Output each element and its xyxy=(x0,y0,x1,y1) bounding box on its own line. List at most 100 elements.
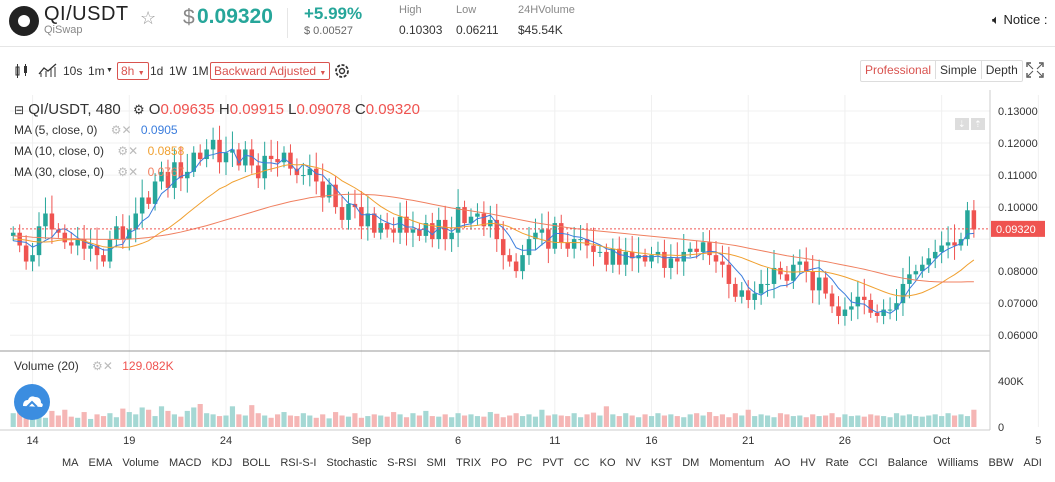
indicator-s-rsi[interactable]: S-RSI xyxy=(387,457,417,469)
volume-bar xyxy=(507,415,513,427)
favorite-star-icon[interactable]: ☆ xyxy=(140,8,157,28)
scroll-arrows[interactable]: ⇣ ⇡ xyxy=(955,118,985,130)
indicator-ema[interactable]: EMA xyxy=(88,457,113,469)
indicator-ao[interactable]: AO xyxy=(774,457,791,469)
interval-10s[interactable]: 10s xyxy=(63,64,83,78)
scroll-up-icon[interactable]: ⇡ xyxy=(971,118,985,130)
indicator-kst[interactable]: KST xyxy=(650,457,673,469)
volume-bar xyxy=(436,416,442,427)
interval-dropdown-icon[interactable]: ▼ xyxy=(106,67,113,74)
indicator-williams[interactable]: Williams xyxy=(937,457,979,469)
volume-bar xyxy=(184,410,190,427)
indicators-icon[interactable] xyxy=(38,62,58,78)
legend-settings-icon[interactable]: ⚙ xyxy=(132,102,145,117)
indicator-kdj[interactable]: KDJ xyxy=(211,457,233,469)
indicator-stochastic[interactable]: Stochastic xyxy=(326,457,378,469)
volume-bar xyxy=(861,416,867,427)
candle-body xyxy=(127,229,132,240)
indicator-momentum[interactable]: Momentum xyxy=(709,457,765,469)
volume-bar xyxy=(133,414,139,427)
candle-body xyxy=(694,248,699,252)
ma10-legend[interactable]: MA (10, close, 0) ⚙✕ 0.0858 xyxy=(14,144,184,158)
notice-button[interactable]: 🔈︎ Notice : xyxy=(992,12,1048,28)
interval-1M[interactable]: 1M xyxy=(192,64,209,78)
volume-settings-icon[interactable]: ⚙ xyxy=(92,359,103,373)
indicator-boll[interactable]: BOLL xyxy=(242,457,271,469)
volume-bar xyxy=(519,416,526,427)
indicator-ma[interactable]: MA xyxy=(62,457,79,469)
indicator-cci[interactable]: CCI xyxy=(858,457,878,469)
volume-bar xyxy=(784,414,790,427)
indicator-trix[interactable]: TRIX xyxy=(456,457,482,469)
volume-bar xyxy=(62,409,68,427)
time-axis-label: 24 xyxy=(220,435,232,447)
volume-bar xyxy=(481,416,487,427)
indicator-nv[interactable]: NV xyxy=(625,457,641,469)
candle-body xyxy=(816,277,822,291)
candle-body xyxy=(829,293,835,307)
candle-body xyxy=(462,207,467,224)
interval-1m[interactable]: 1m xyxy=(88,64,105,78)
candle-body xyxy=(752,293,757,300)
indicator-ko[interactable]: KO xyxy=(599,457,616,469)
ma5-settings-icon[interactable]: ⚙ xyxy=(110,123,122,137)
candle-body xyxy=(791,264,796,281)
candlestick-chart[interactable]: 0.09320 0.13000 0.12000 0.11000 0.10000 0.080… xyxy=(0,90,1055,458)
chart-container[interactable]: 0.09320 0.13000 0.12000 0.11000 0.10000 0.080… xyxy=(0,90,1055,458)
scroll-down-icon[interactable]: ⇣ xyxy=(955,118,969,130)
ma30-label: MA (30, close, 0) xyxy=(14,165,105,179)
indicator-volume[interactable]: Volume xyxy=(122,457,160,469)
ma30-settings-icon[interactable]: ⚙ xyxy=(117,165,129,179)
ma30-legend[interactable]: MA (30, close, 0) ⚙✕ 0.0767 xyxy=(14,165,184,179)
volume-bar xyxy=(964,416,971,427)
interval-8h-selected[interactable]: 8h ▼ xyxy=(117,62,149,80)
chevron-down-icon: ▼ xyxy=(137,70,145,77)
ma5-label: MA (5, close, 0) xyxy=(14,123,98,137)
candle-body xyxy=(36,226,42,256)
indicator-smi[interactable]: SMI xyxy=(426,457,447,469)
candle-body xyxy=(120,226,126,240)
indicator-bbw[interactable]: BBW xyxy=(988,457,1014,469)
chevron-down-icon: ▼ xyxy=(319,70,327,77)
ma5-close-icon[interactable]: ✕ xyxy=(121,123,132,137)
volume-bar xyxy=(810,414,816,427)
indicator-hv[interactable]: HV xyxy=(800,457,816,469)
interval-1w[interactable]: 1W xyxy=(169,64,187,78)
indicator-rsi-s-i[interactable]: RSI-S-I xyxy=(280,457,317,469)
indicator-cc[interactable]: CC xyxy=(573,457,590,469)
indicator-dm[interactable]: DM xyxy=(682,457,700,469)
ma10-close-icon[interactable]: ✕ xyxy=(128,144,139,158)
indicator-rate[interactable]: Rate xyxy=(825,457,849,469)
cloud-logo-icon[interactable] xyxy=(14,384,50,420)
volume-bar xyxy=(558,415,564,427)
interval-1d[interactable]: 1d xyxy=(150,64,164,78)
indicator-balance[interactable]: Balance xyxy=(887,457,928,469)
indicator-macd[interactable]: MACD xyxy=(169,457,202,469)
ma5-legend[interactable]: MA (5, close, 0) ⚙✕ 0.0905 xyxy=(14,123,178,137)
volume-bar xyxy=(919,416,925,427)
view-simple[interactable]: Simple xyxy=(936,61,982,79)
indicator-pc[interactable]: PC xyxy=(517,457,533,469)
view-depth[interactable]: Depth xyxy=(985,63,1018,77)
volume-legend[interactable]: Volume (20) ⚙✕ 129.082K xyxy=(14,359,174,373)
collapse-icon[interactable]: ⊟ xyxy=(14,103,25,117)
volume-bar xyxy=(75,417,81,427)
indicator-po[interactable]: PO xyxy=(491,457,508,469)
time-axis-label: Sep xyxy=(352,435,372,447)
candle-body xyxy=(784,274,790,281)
view-professional[interactable]: Professional xyxy=(861,61,937,79)
indicator-pvt[interactable]: PVT xyxy=(542,457,564,469)
adjust-dropdown[interactable]: Backward Adjusted ▼ xyxy=(210,62,331,80)
candle-body xyxy=(675,258,680,262)
candle-body xyxy=(449,232,454,240)
candle-type-icon[interactable] xyxy=(14,64,30,78)
volume-close-icon[interactable]: ✕ xyxy=(102,359,113,373)
ma30-close-icon[interactable]: ✕ xyxy=(128,165,139,179)
indicator-adi[interactable]: ADI xyxy=(1023,457,1042,469)
candle-body xyxy=(372,213,377,233)
fullscreen-icon[interactable] xyxy=(1025,61,1045,79)
candle-body xyxy=(346,203,351,220)
ma10-settings-icon[interactable]: ⚙ xyxy=(117,144,129,158)
settings-gear-icon[interactable] xyxy=(333,62,351,80)
candle-body xyxy=(552,223,558,249)
